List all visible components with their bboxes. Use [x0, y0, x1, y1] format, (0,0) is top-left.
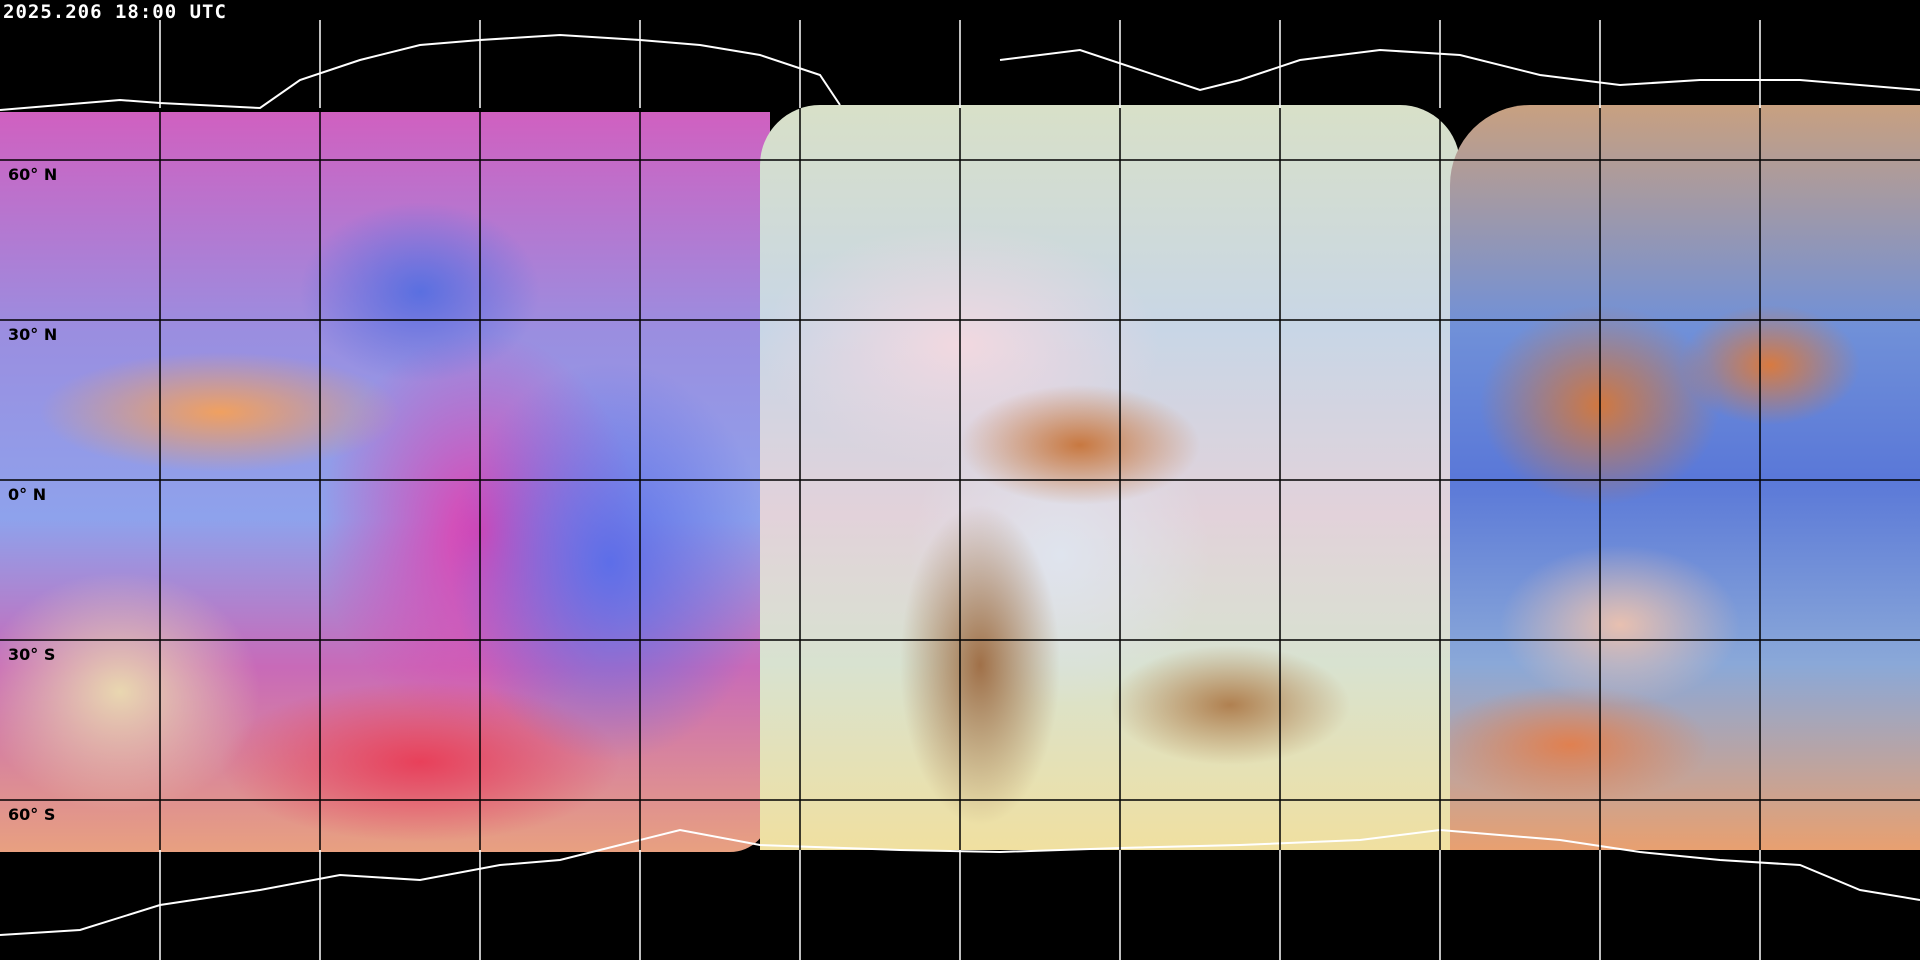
north-coastline	[0, 33, 1920, 111]
imagery-east-sector	[1450, 105, 1920, 850]
imagery-central-sector	[760, 105, 1460, 850]
lat-label-60s: 60° S	[8, 805, 56, 824]
lat-label-30n: 30° N	[8, 325, 58, 344]
lat-label-0n: 0° N	[8, 485, 47, 504]
lat-label-60n: 60° N	[8, 165, 58, 184]
grid-lines	[0, 20, 1920, 960]
timestamp-label: 2025.206 18:00 UTC	[3, 1, 227, 23]
antarctic-coastline	[0, 828, 1920, 936]
lat-label-30s: 30° S	[8, 645, 56, 664]
imagery-west-sector	[0, 112, 770, 852]
